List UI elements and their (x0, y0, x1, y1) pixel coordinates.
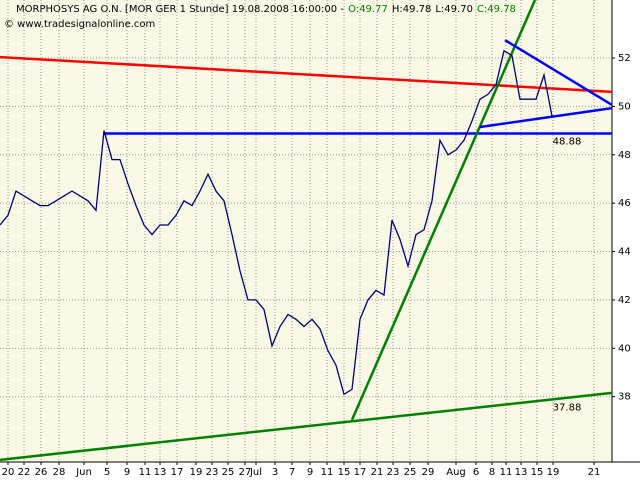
x-tick-label: 5 (104, 467, 110, 478)
x-tick-label: 21 (371, 467, 384, 478)
quote-value: C:49.78 (477, 4, 516, 15)
x-tick-label: 20 (2, 467, 15, 478)
x-tick-label: 27 (239, 467, 252, 478)
quote-value: O:49.77 (348, 4, 388, 15)
x-tick-label: 21 (588, 467, 601, 478)
x-tick-label: 11 (139, 467, 152, 478)
x-tick-label: 29 (422, 467, 435, 478)
trend-line (479, 106, 613, 129)
x-tick-label: 19 (547, 467, 560, 478)
quote-value: H:49.78 (392, 4, 432, 15)
x-tick-label: 7 (289, 467, 295, 478)
x-tick-label: 6 (473, 467, 479, 478)
trend-label: 37.88 (553, 403, 582, 414)
x-tick-label: 17 (171, 467, 184, 478)
plot-area (0, 0, 612, 462)
x-tick-label: 3 (272, 467, 278, 478)
x-tick-label: 25 (222, 467, 235, 478)
x-tick-label: 8 (489, 467, 495, 478)
x-tick-label: 19 (190, 467, 203, 478)
trend-line (350, 0, 537, 421)
x-tick-label: 28 (53, 467, 66, 478)
y-tick-label: 40 (618, 343, 631, 354)
y-tick-label: 42 (618, 295, 631, 306)
x-tick-label: 23 (387, 467, 400, 478)
price-line (0, 49, 553, 396)
trend-line (0, 55, 613, 94)
x-tick-label: 11 (321, 467, 334, 478)
trend-label: 48.88 (553, 137, 582, 148)
x-tick-label: 23 (206, 467, 219, 478)
y-tick-label: 50 (618, 101, 631, 112)
y-tick-label: 44 (618, 247, 631, 258)
x-tick-label: 15 (531, 467, 544, 478)
x-tick-label: 22 (18, 467, 31, 478)
chart-subtitle: © www.tradesignalonline.com (4, 19, 155, 30)
x-tick-label: 17 (354, 467, 367, 478)
trend-line (0, 391, 613, 462)
y-tick-label: 52 (618, 53, 631, 64)
y-tick-label: 48 (618, 150, 631, 161)
x-tick-label: Jun (75, 467, 92, 478)
y-tick-label: 38 (618, 392, 631, 403)
x-tick-label: 13 (154, 467, 167, 478)
x-tick-label: 13 (515, 467, 528, 478)
x-tick-label: 26 (35, 467, 48, 478)
x-tick-label: 15 (338, 467, 351, 478)
x-tick-label: 9 (307, 467, 313, 478)
x-tick-label: Jul (249, 467, 262, 478)
x-tick-label: 25 (404, 467, 417, 478)
trend-line (504, 39, 613, 107)
chart-title: MORPHOSYS AG O.N. [MOR GER 1 Stunde] 19.… (16, 4, 516, 15)
title-text: MORPHOSYS AG O.N. [MOR GER 1 Stunde] 19.… (16, 4, 344, 15)
x-tick-label: 11 (500, 467, 513, 478)
quote-value: L:49.70 (435, 4, 473, 15)
y-tick-label: 46 (618, 198, 631, 209)
x-tick-label: 9 (124, 467, 130, 478)
x-tick-label: Aug (446, 467, 466, 478)
